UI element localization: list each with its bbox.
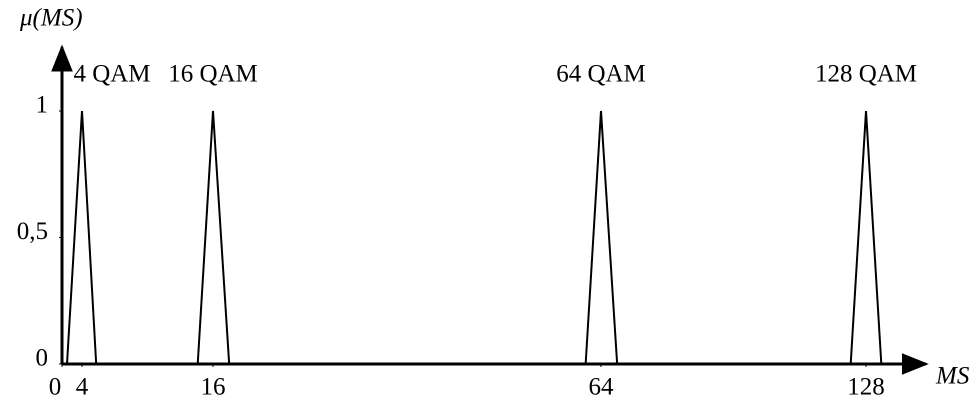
- series-label: 64 QAM: [556, 61, 646, 88]
- series-label: 4 QAM: [73, 61, 150, 88]
- y-tick-label: 0: [36, 345, 49, 372]
- x-tick-label: 16: [201, 374, 226, 401]
- series-label: 16 QAM: [168, 61, 258, 88]
- y-tick-label: 1: [36, 92, 49, 119]
- x-axis-label: MS: [935, 363, 970, 390]
- x-tick-label: 64: [589, 374, 615, 401]
- series-label: 128 QAM: [815, 61, 917, 88]
- x-tick-label: 0: [49, 374, 62, 401]
- membership-triangle: [584, 110, 619, 365]
- y-tick-label: 0,5: [17, 218, 48, 245]
- membership-triangle: [196, 110, 231, 365]
- membership-triangle: [849, 110, 883, 365]
- x-tick-label: 128: [847, 374, 885, 401]
- membership-triangle: [66, 110, 98, 365]
- y-axis-label: μ(MS): [19, 5, 83, 32]
- x-tick-label: 4: [76, 374, 89, 401]
